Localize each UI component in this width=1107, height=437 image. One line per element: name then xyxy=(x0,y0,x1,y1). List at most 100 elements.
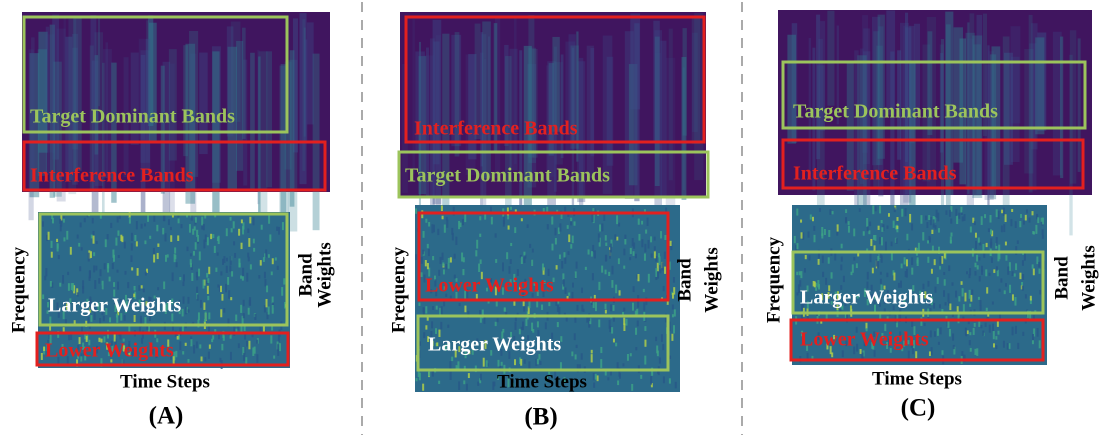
weight-cell xyxy=(537,330,540,339)
weight-cell xyxy=(623,265,626,269)
weight-cell xyxy=(880,284,883,292)
spectrogram-stripe xyxy=(692,32,698,132)
weight-cell xyxy=(558,254,561,260)
weight-cell xyxy=(442,262,445,267)
weight-cell xyxy=(592,214,595,224)
weight-cell xyxy=(130,232,133,241)
weight-cell xyxy=(112,249,115,258)
weight-cell xyxy=(267,254,270,258)
weight-cell xyxy=(803,268,806,273)
weight-cell xyxy=(513,335,516,345)
weight-cell xyxy=(67,271,70,276)
weight-cell xyxy=(552,277,555,283)
weight-cell xyxy=(466,289,469,299)
spectrogram-stripe xyxy=(465,54,476,175)
weight-cell xyxy=(503,308,506,312)
weight-cell xyxy=(507,378,510,388)
spectrogram-stripe xyxy=(493,23,498,153)
weight-cell xyxy=(97,302,100,311)
spectrogram-stripe xyxy=(871,16,881,166)
weight-cell xyxy=(453,253,456,259)
weight-cell xyxy=(1021,281,1024,286)
weight-cell xyxy=(873,350,876,357)
weight-cell xyxy=(113,282,116,287)
weight-cell xyxy=(571,291,574,299)
weight-cell xyxy=(643,253,646,261)
weight-cell xyxy=(671,292,674,299)
weight-cell xyxy=(89,306,92,310)
weight-cell xyxy=(187,296,190,304)
weight-cell xyxy=(229,255,232,265)
weight-cell xyxy=(666,299,669,305)
spectrogram-stripe xyxy=(31,37,35,178)
weight-cell xyxy=(968,289,971,299)
weight-cell xyxy=(674,381,677,389)
weight-cell xyxy=(518,328,521,335)
weight-cell xyxy=(143,305,146,314)
weight-cell xyxy=(950,206,953,212)
weight-cell xyxy=(589,318,592,325)
weight-cell xyxy=(590,349,593,354)
weight-cell xyxy=(822,271,825,278)
weight-cell xyxy=(238,228,241,236)
weight-cell xyxy=(1029,310,1032,319)
weight-cell xyxy=(458,346,461,353)
weight-cell xyxy=(117,230,120,236)
band-box xyxy=(781,60,1087,130)
weight-cell xyxy=(987,228,990,233)
weight-cell xyxy=(663,251,666,259)
weight-cell xyxy=(50,240,53,248)
spectrogram-stripe xyxy=(565,41,576,153)
weight-cell xyxy=(213,245,216,253)
weight-cell xyxy=(985,307,988,312)
weight-cell xyxy=(259,325,262,333)
weight-cell xyxy=(880,255,883,263)
weight-cell xyxy=(956,306,959,312)
weight-cell xyxy=(997,330,1000,335)
weight-cell xyxy=(972,327,975,335)
weight-cell xyxy=(1010,219,1013,227)
weight-cell xyxy=(216,252,219,256)
spectrogram-stripe xyxy=(836,25,839,125)
weight-cell xyxy=(138,325,141,334)
weight-cell xyxy=(152,247,155,256)
weight-cell xyxy=(939,327,942,335)
weight-cell xyxy=(917,242,920,251)
spectrogram-stripe xyxy=(654,36,660,187)
weight-cell xyxy=(1042,217,1045,225)
spectrogram-stripe xyxy=(289,50,295,207)
weight-cell xyxy=(131,348,134,357)
weight-cell xyxy=(207,351,210,359)
weight-cell xyxy=(592,208,595,212)
weight-cell xyxy=(263,271,266,279)
weight-cell xyxy=(836,304,839,311)
weight-cell xyxy=(616,236,619,241)
spectrogram-stripe xyxy=(258,51,268,223)
weight-cell xyxy=(961,288,964,297)
weight-cell xyxy=(884,241,887,251)
weight-cell xyxy=(656,345,659,354)
weight-cell xyxy=(879,271,882,275)
weight-cell xyxy=(166,254,169,258)
y-axis-label: Frequency xyxy=(763,236,784,323)
weight-cell xyxy=(79,266,82,272)
weight-cell xyxy=(500,349,503,356)
spectrogram-stripe xyxy=(424,55,434,196)
weight-cell xyxy=(640,374,643,379)
weight-cell xyxy=(49,280,52,287)
weight-cell xyxy=(441,215,444,220)
spectrogram-stripe xyxy=(1031,23,1038,150)
weight-cell xyxy=(970,294,973,302)
weight-cell xyxy=(610,239,613,247)
weight-cell xyxy=(924,291,927,299)
weight-cell xyxy=(615,342,618,347)
weight-cell xyxy=(1008,343,1011,349)
weight-cell xyxy=(948,265,951,272)
weight-cell xyxy=(428,221,431,227)
weight-cell xyxy=(1032,334,1035,341)
weight-cell xyxy=(928,351,931,356)
weight-cell xyxy=(991,230,994,237)
weight-cell xyxy=(618,367,621,377)
weight-cell xyxy=(242,313,245,319)
weight-cell xyxy=(535,358,538,366)
